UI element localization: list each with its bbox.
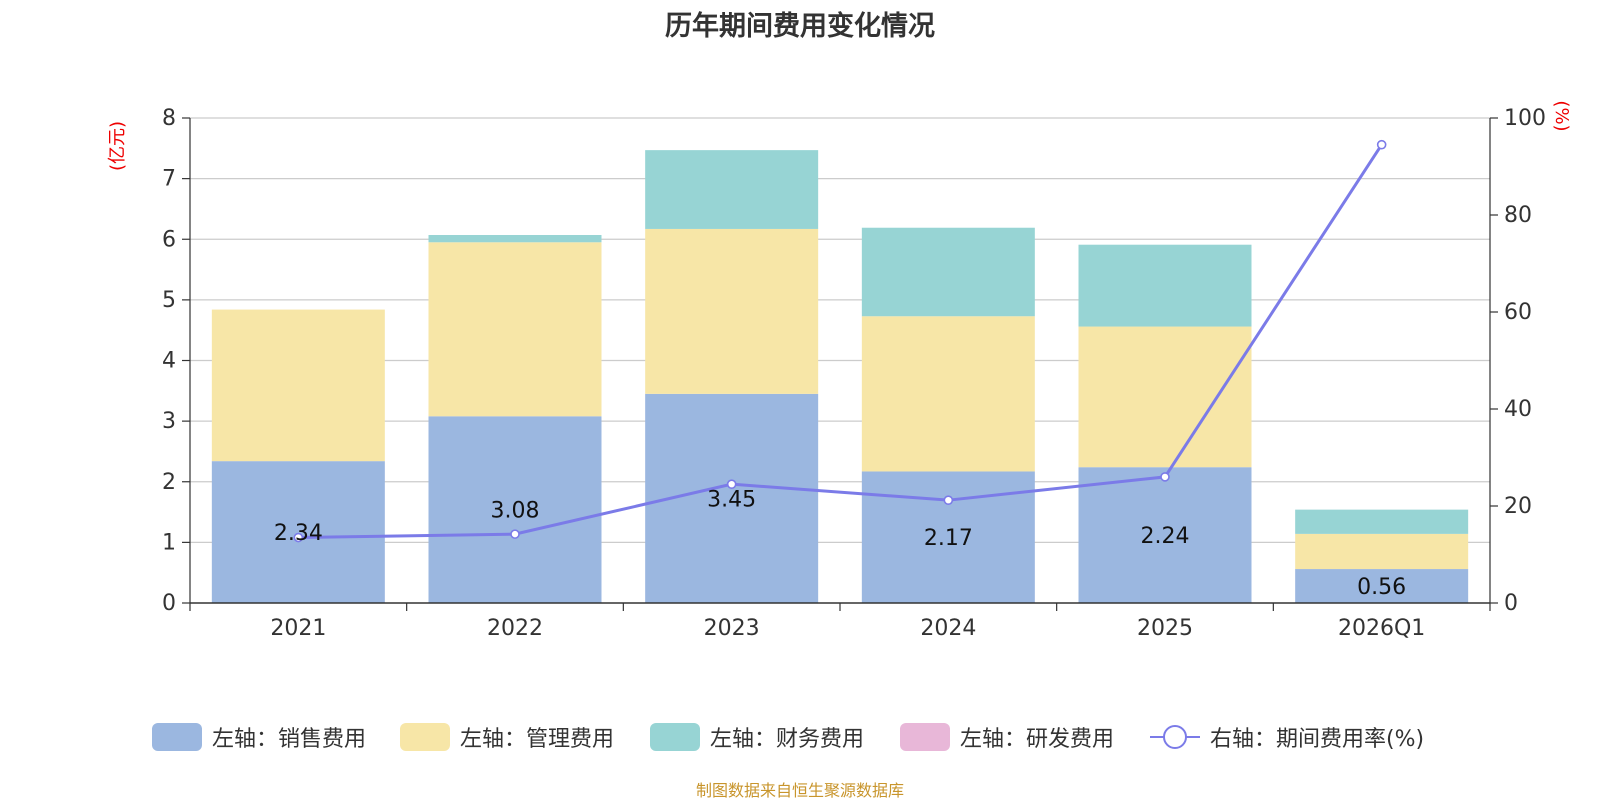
x-axis-tick-label: 2021 (270, 616, 326, 641)
legend-label: 左轴：财务费用 (710, 727, 865, 752)
bar-finance (428, 235, 602, 243)
legend-label: 左轴：研发费用 (960, 727, 1115, 752)
legend-swatch (650, 723, 700, 751)
bar-sales (1295, 569, 1469, 603)
bar-sales (211, 461, 385, 603)
left-axis-tick-label: 7 (162, 167, 176, 192)
legend-item-rd[interactable]: 左轴：研发费用 (900, 722, 1114, 752)
bar-sales (1078, 467, 1252, 603)
left-axis-tick-label: 1 (162, 530, 176, 555)
x-axis-tick-label: 2022 (487, 616, 543, 641)
rate-point (1376, 139, 1387, 150)
legend-label: 左轴：管理费用 (460, 727, 615, 752)
left-axis-tick-label: 3 (162, 409, 176, 434)
bar-admin (211, 309, 385, 462)
chart-legend: 左轴：销售费用 左轴：管理费用 左轴：财务费用 左轴：研发费用 右轴：期间费用率(%) (0, 722, 1600, 762)
bar-data-label: 2.24 (1141, 524, 1190, 549)
right-axis-unit: (%) (1551, 100, 1572, 131)
legend-swatch (400, 723, 450, 751)
legend-swatch (900, 723, 950, 751)
bar-admin (1295, 533, 1469, 570)
left-axis-tick-label: 4 (162, 349, 176, 374)
left-axis-tick-label: 0 (162, 591, 176, 616)
right-axis-tick-label: 60 (1504, 300, 1532, 325)
left-axis-tick-label: 2 (162, 470, 176, 495)
bar-data-label: 2.34 (274, 521, 323, 546)
bar-data-label: 2.17 (924, 526, 973, 551)
right-axis-tick-label: 0 (1504, 591, 1518, 616)
legend-line-marker-icon (1150, 723, 1200, 751)
right-axis-tick-label: 100 (1504, 106, 1546, 131)
legend-item-admin[interactable]: 左轴：管理费用 (400, 722, 614, 752)
bar-admin (1078, 326, 1252, 468)
left-axis-tick-label: 6 (162, 227, 176, 252)
bar-admin (428, 242, 602, 417)
chart-title: 历年期间费用变化情况 (665, 11, 935, 42)
rate-point (510, 529, 520, 539)
rate-point (1160, 472, 1170, 482)
legend-label: 左轴：销售费用 (212, 727, 367, 752)
bar-finance (1078, 244, 1252, 327)
bar-data-label: 3.08 (491, 499, 540, 524)
x-axis-tick-label: 2024 (920, 616, 976, 641)
rate-line (298, 143, 1383, 540)
rate-point (726, 479, 737, 489)
bar-sales (428, 416, 602, 603)
bar-finance (861, 227, 1035, 317)
x-axis-tick-label: 2023 (704, 616, 760, 641)
legend-item-rate[interactable]: 右轴：期间费用率(%) (1150, 722, 1424, 752)
legend-item-finance[interactable]: 左轴：财务费用 (650, 722, 864, 752)
x-axis-tick-label: 2025 (1137, 616, 1193, 641)
rate-point (293, 532, 304, 543)
bar-finance (1295, 509, 1469, 534)
legend-swatch (152, 723, 202, 751)
legend-label: 右轴：期间费用率(%) (1210, 727, 1425, 752)
right-axis-tick-label: 40 (1504, 397, 1532, 422)
left-axis-tick-label: 5 (162, 288, 176, 313)
bar-finance (645, 150, 819, 229)
bar-data-label: 3.45 (707, 487, 756, 512)
bar-data-label: 0.56 (1357, 575, 1406, 600)
left-axis-tick-label: 8 (162, 106, 176, 131)
right-axis-tick-label: 80 (1504, 203, 1532, 228)
left-axis-unit: (亿元) (107, 121, 128, 171)
bar-admin (645, 228, 819, 394)
x-axis-tick-label: 2026Q1 (1338, 616, 1425, 641)
data-source-note: 制图数据来自恒生聚源数据库 (695, 781, 904, 800)
right-axis-tick-label: 20 (1504, 494, 1532, 519)
rate-point (943, 495, 954, 505)
legend-item-sales[interactable]: 左轴：销售费用 (152, 722, 366, 752)
bar-admin (861, 316, 1035, 472)
